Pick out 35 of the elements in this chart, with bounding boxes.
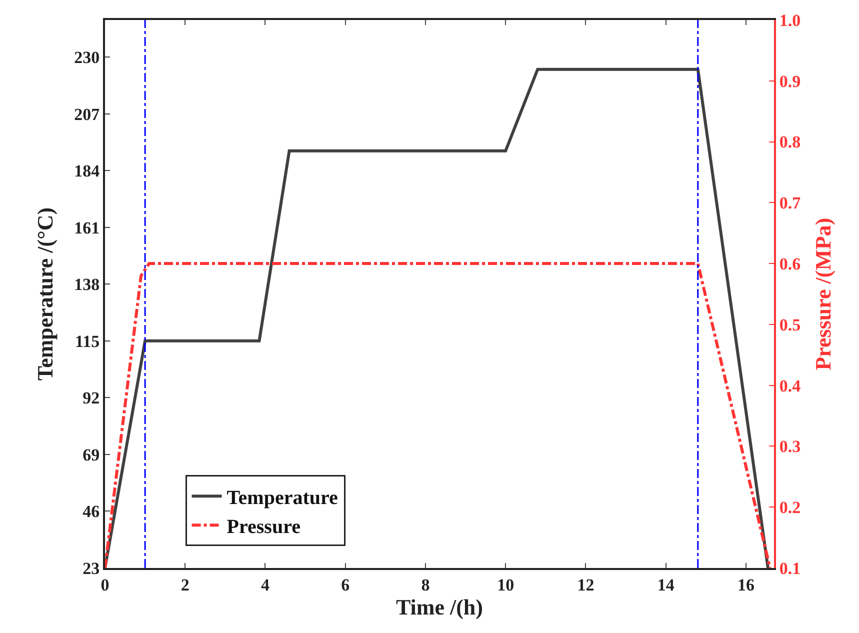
- x-tick-label: 14: [657, 575, 675, 594]
- x-axis-title: Time /(h): [396, 594, 483, 620]
- y2-tick-label: 0.2: [779, 498, 801, 518]
- x-tick-label: 4: [260, 575, 270, 594]
- y2-tick-label: 0.4: [779, 376, 802, 396]
- y2-tick-label: 0.1: [779, 558, 801, 578]
- line-series: [105, 68, 770, 568]
- y-axis-title: Temperature /(°C): [32, 207, 58, 381]
- y2-axis-title: Pressure /(MPa): [810, 218, 836, 370]
- x-tick-label: 16: [737, 575, 754, 594]
- y-tick-label: 138: [74, 275, 100, 294]
- y2-tick-label: 0.9: [779, 72, 801, 91]
- legend-label: Temperature: [226, 486, 338, 509]
- x-tick-label: 8: [421, 575, 430, 594]
- x-tick-label: 6: [341, 575, 350, 594]
- x-tick-label: 10: [497, 575, 514, 594]
- y-tick-label: 161: [74, 218, 100, 238]
- y2-tick-label: 1.0: [779, 10, 801, 30]
- y-tick-label: 115: [75, 332, 100, 351]
- x-tick-label: 12: [577, 575, 594, 594]
- y-tick-label: 207: [74, 104, 100, 124]
- y2-tick-label: 0.5: [779, 315, 801, 334]
- y-tick-label: 92: [82, 388, 100, 408]
- y2-tick-label: 0.8: [779, 132, 801, 152]
- y-tick-label: 69: [82, 445, 100, 464]
- x-tick-label: 2: [180, 575, 190, 594]
- y2-tick-label: 0.3: [779, 437, 801, 456]
- y-tick-label: 23: [82, 558, 100, 578]
- y-tick-label: 230: [74, 48, 100, 67]
- y2-tick-label: 0.6: [779, 254, 801, 274]
- y-tick-label: 46: [82, 502, 100, 522]
- x-tick-label: 0: [100, 575, 110, 594]
- y2-tick-label: 0.7: [779, 194, 802, 213]
- legend-label: Pressure: [226, 516, 301, 538]
- y-tick-label: 184: [74, 162, 100, 181]
